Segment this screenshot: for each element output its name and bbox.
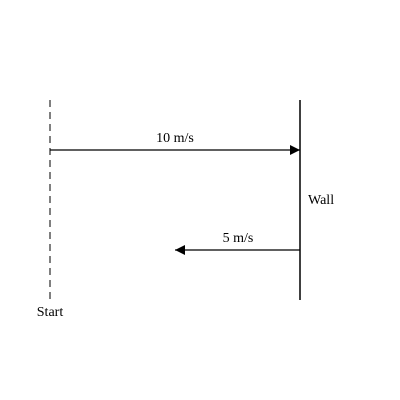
outgoing-speed-label: 5 m/s bbox=[223, 231, 254, 246]
start-label: Start bbox=[37, 305, 64, 320]
incoming-speed-label: 10 m/s bbox=[156, 131, 194, 146]
wall-label: Wall bbox=[308, 193, 334, 208]
